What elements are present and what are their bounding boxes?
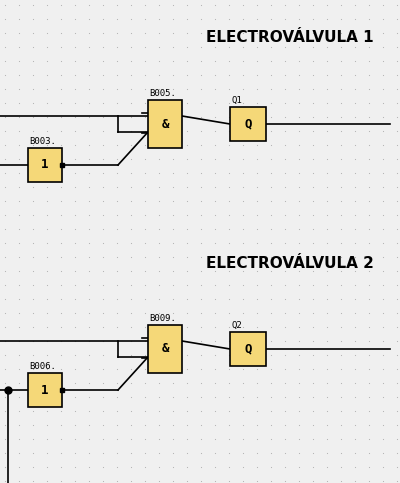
Text: &: & bbox=[161, 117, 169, 130]
Bar bbox=[148, 325, 182, 373]
Bar bbox=[28, 373, 62, 407]
Bar bbox=[148, 100, 182, 148]
Text: ELECTROVÁLVULA 1: ELECTROVÁLVULA 1 bbox=[206, 30, 374, 45]
Text: 1: 1 bbox=[41, 158, 49, 171]
Text: &: & bbox=[161, 342, 169, 355]
Text: B005.: B005. bbox=[149, 89, 176, 98]
Text: B003.: B003. bbox=[29, 137, 56, 146]
Bar bbox=[28, 148, 62, 182]
Bar bbox=[230, 332, 266, 366]
Text: Q: Q bbox=[244, 342, 252, 355]
Text: 1: 1 bbox=[41, 384, 49, 397]
Text: ELECTROVÁLVULA 2: ELECTROVÁLVULA 2 bbox=[206, 256, 374, 270]
Text: Q: Q bbox=[244, 117, 252, 130]
Bar bbox=[230, 107, 266, 141]
Text: B006.: B006. bbox=[29, 362, 56, 371]
Text: Q1: Q1 bbox=[231, 96, 242, 105]
Text: Q2: Q2 bbox=[231, 321, 242, 330]
Text: B009.: B009. bbox=[149, 314, 176, 323]
